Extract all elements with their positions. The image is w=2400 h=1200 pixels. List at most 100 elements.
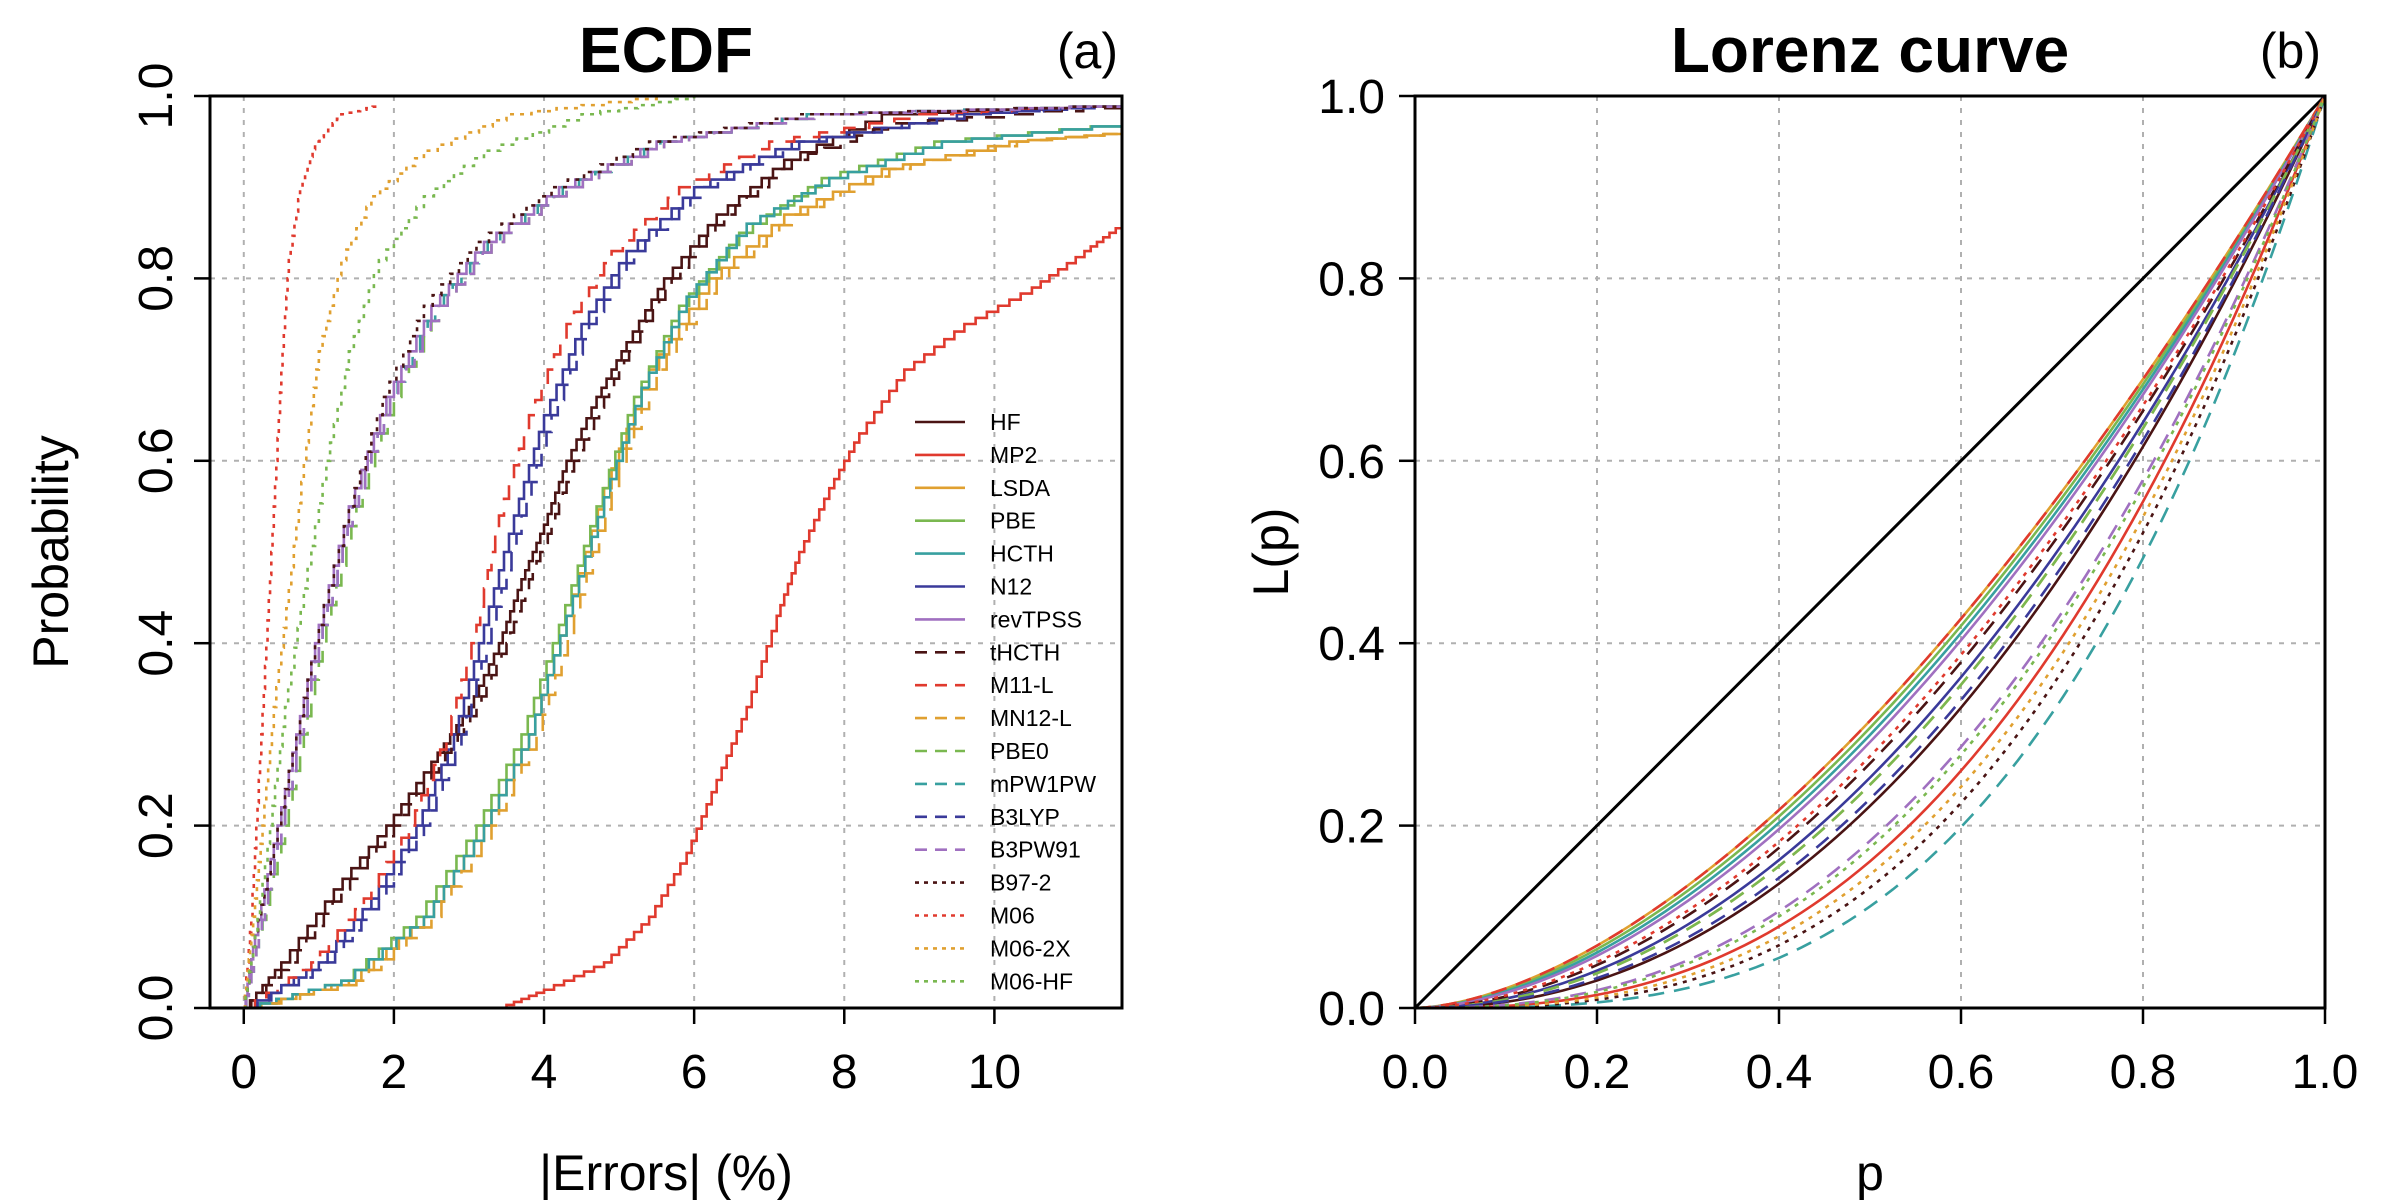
legend-label: PBE0 xyxy=(990,738,1049,764)
legend-item-m06-2x: M06-2X xyxy=(915,935,1071,961)
y-tick-label: 0.4 xyxy=(130,610,183,677)
ecdf-y-axis-label: Probability xyxy=(23,435,79,668)
x-tick-label: 0.6 xyxy=(1928,1046,1995,1099)
legend-label: HF xyxy=(990,409,1021,435)
legend-label: PBE xyxy=(990,508,1036,534)
ecdf-series-hcth xyxy=(243,123,1122,1008)
panel-lorenz: 0.0 0.2 0.4 0.6 0.8 1.0 0.0 0.2 0.4 0.6 0.8 1.0 Lor… xyxy=(1243,14,2358,1200)
legend-item-mp2: MP2 xyxy=(915,442,1037,468)
x-tick-label: 4 xyxy=(531,1046,558,1099)
y-tick-label: 0.8 xyxy=(1318,253,1385,306)
legend-label: M06 xyxy=(990,903,1035,929)
legend-item-m06: M06 xyxy=(915,903,1035,929)
legend-item-m11-l: M11-L xyxy=(915,672,1054,698)
panel-ecdf: 0 2 4 6 8 10 0.0 0.2 0.4 0.6 0.8 1.0 ECDF (a) |Erro… xyxy=(23,14,1124,1200)
y-tick-label: 1.0 xyxy=(130,63,183,130)
legend-item-m06-hf: M06-HF xyxy=(915,968,1073,994)
lorenz-series xyxy=(1413,94,2327,1010)
ecdf-series-b3lyp xyxy=(243,105,1122,1008)
y-tick-label: 0.4 xyxy=(1318,618,1385,671)
lorenz-series-b3lyp xyxy=(1414,95,2327,1010)
lorenz-series-hf xyxy=(1414,95,2327,1010)
ecdf-title: ECDF xyxy=(579,14,753,86)
y-tick-label: 0.0 xyxy=(1318,983,1385,1036)
legend-label: B97-2 xyxy=(990,870,1051,896)
legend-item-n12: N12 xyxy=(915,574,1032,600)
lorenz-series-mp2 xyxy=(1414,95,2327,1010)
legend: HF MP2 LSDA PBE HCTH N12 revTPSS tHCTH M11-L MN12… xyxy=(915,409,1096,994)
y-tick-label: 0.6 xyxy=(1318,436,1385,489)
legend-label: B3PW91 xyxy=(990,837,1081,863)
x-tick-label: 6 xyxy=(681,1046,708,1099)
y-tick-label: 0.0 xyxy=(130,975,183,1042)
legend-item-mn12-l: MN12-L xyxy=(915,705,1072,731)
ecdf-series-m06 xyxy=(243,105,381,1008)
ecdf-series-mp2 xyxy=(498,223,1122,1008)
equality-line xyxy=(1413,94,2327,1010)
lorenz-series-pbe xyxy=(1414,95,2327,1010)
ecdf-series-pbe xyxy=(243,123,1122,1008)
ecdf-series-b3pw91 xyxy=(243,105,1122,1008)
lorenz-panel-label: (b) xyxy=(2260,23,2321,79)
lorenz-series-thcth xyxy=(1414,95,2327,1010)
legend-item-hcth: HCTH xyxy=(915,541,1054,567)
lorenz-series-m11-l xyxy=(1414,95,2327,1010)
lorenz-x-axis-label: p xyxy=(1856,1145,1884,1200)
ecdf-ticks: 0 2 4 6 8 10 0.0 0.2 0.4 0.6 0.8 1.0 xyxy=(130,63,1021,1099)
ecdf-series-b97-2 xyxy=(243,105,1122,1008)
legend-item-b3lyp: B3LYP xyxy=(915,804,1060,830)
x-tick-label: 0.0 xyxy=(1382,1046,1449,1099)
lorenz-ticks: 0.0 0.2 0.4 0.6 0.8 1.0 0.0 0.2 0.4 0.6 0.8 1.0 xyxy=(1318,71,2358,1099)
ecdf-series xyxy=(243,96,1122,1008)
legend-label: M11-L xyxy=(990,672,1054,698)
legend-item-b3pw91: B3PW91 xyxy=(915,837,1081,863)
ecdf-panel-label: (a) xyxy=(1057,23,1118,79)
x-tick-label: 2 xyxy=(381,1046,408,1099)
x-tick-label: 0 xyxy=(230,1046,257,1099)
legend-label: revTPSS xyxy=(990,606,1082,632)
ecdf-x-axis-label: |Errors| (%) xyxy=(539,1145,793,1200)
ecdf-series-hf xyxy=(243,105,1122,1008)
legend-label: tHCTH xyxy=(990,639,1060,665)
lorenz-title: Lorenz curve xyxy=(1671,14,2069,86)
lorenz-series-m06 xyxy=(1414,95,2327,1010)
x-tick-label: 1.0 xyxy=(2292,1046,2359,1099)
lorenz-series-mpw1pw xyxy=(1415,95,2327,1010)
ecdf-series-m11-l xyxy=(243,105,1122,1008)
lorenz-y-axis-label: L(p) xyxy=(1243,508,1299,597)
legend-label: MN12-L xyxy=(990,705,1072,731)
legend-label: N12 xyxy=(990,574,1032,600)
lorenz-series-b97-2 xyxy=(1415,95,2327,1010)
x-tick-label: 0.4 xyxy=(1746,1046,1813,1099)
ecdf-series-m06-2x xyxy=(243,96,658,1008)
ecdf-series-mn12-l xyxy=(243,132,1122,1008)
legend-label: M06-2X xyxy=(990,935,1071,961)
legend-label: HCTH xyxy=(990,541,1054,567)
x-tick-label: 8 xyxy=(831,1046,858,1099)
legend-label: mPW1PW xyxy=(990,771,1096,797)
legend-item-revtpss: revTPSS xyxy=(915,606,1082,632)
lorenz-series-m06-2x xyxy=(1415,95,2327,1010)
legend-label: LSDA xyxy=(990,475,1051,501)
legend-item-pbe: PBE xyxy=(915,508,1036,534)
lorenz-series-pbe0 xyxy=(1414,95,2327,1010)
y-tick-label: 0.8 xyxy=(130,245,183,312)
lorenz-series-revtpss xyxy=(1414,95,2327,1010)
lorenz-series-hcth xyxy=(1414,95,2327,1010)
legend-item-thcth: tHCTH xyxy=(915,639,1060,665)
y-tick-label: 0.2 xyxy=(130,792,183,859)
y-tick-label: 1.0 xyxy=(1318,71,1385,124)
y-tick-label: 0.6 xyxy=(130,427,183,494)
legend-item-pbe0: PBE0 xyxy=(915,738,1049,764)
legend-label: MP2 xyxy=(990,442,1037,468)
lorenz-series-n12 xyxy=(1414,95,2327,1010)
legend-item-b97-2: B97-2 xyxy=(915,870,1051,896)
x-tick-label: 0.8 xyxy=(2110,1046,2177,1099)
legend-label: B3LYP xyxy=(990,804,1060,830)
legend-item-lsda: LSDA xyxy=(915,475,1051,501)
x-tick-label: 0.2 xyxy=(1564,1046,1631,1099)
ecdf-series-thcth xyxy=(243,105,1122,1008)
ecdf-plot-frame xyxy=(208,94,1124,1010)
x-tick-label: 10 xyxy=(968,1046,1021,1099)
